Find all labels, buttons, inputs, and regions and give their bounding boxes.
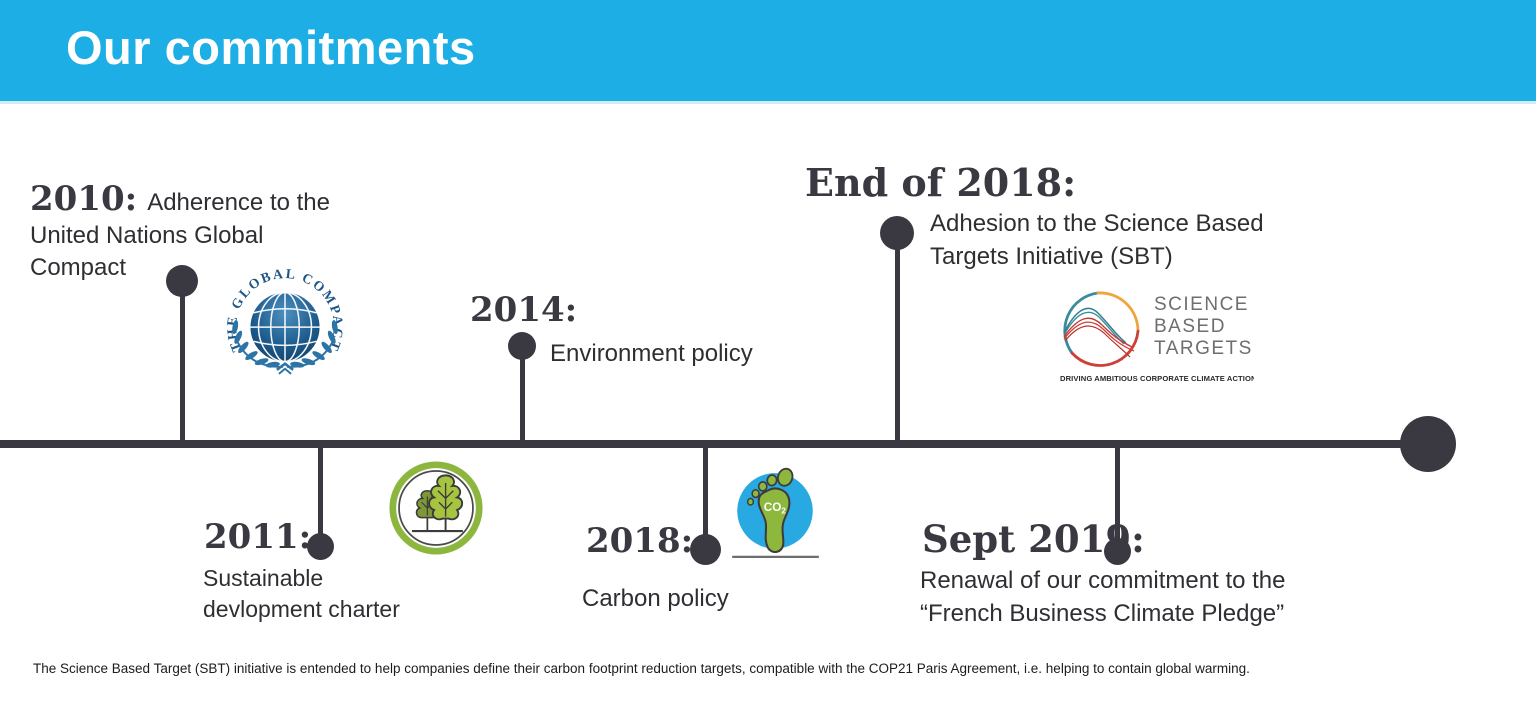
year-label-end-2018: End of 2018: (805, 160, 1077, 205)
event-description-sept-2019: Renawal of our commitment to the “French… (920, 567, 1286, 627)
co2-label: CO2 (764, 501, 787, 516)
sbt-text-line1: SCIENCE (1154, 294, 1249, 315)
marker-dot-2010 (166, 265, 198, 297)
year-label-2014: 2014: (470, 290, 578, 330)
marker-dot-2011 (307, 533, 334, 560)
sbt-tagline: DRIVING AMBITIOUS CORPORATE CLIMATE ACTI… (1060, 374, 1254, 383)
event-description-2010: Adherence to the United Nations Global C… (30, 189, 330, 282)
year-label-2018: 2018: (586, 521, 694, 561)
sbt-text-line2: BASED (1154, 316, 1226, 337)
year-label-2011: 2011: (204, 517, 312, 557)
marker-stem-end-2018 (895, 233, 900, 442)
marker-dot-end-2018 (880, 216, 914, 250)
event-2010: 2010: Adherence to the United Nations Glo… (30, 179, 332, 285)
sbt-circle-icon (1063, 291, 1140, 367)
year-label-sept-2019: Sept 2019: (922, 517, 1145, 561)
global-compact-logo: THE GLOBAL COMPACT (224, 266, 344, 375)
tree-icon (389, 461, 483, 555)
year-label-2010: 2010: (30, 179, 138, 219)
footer-note: The Science Based Target (SBT) initiativ… (33, 661, 1250, 676)
co2-footprint-icon: CO2 (732, 467, 819, 558)
event-description-2018: Carbon policy (582, 585, 729, 612)
marker-dot-2018 (690, 534, 721, 565)
event-description-2011: Sustainable devlopment charter (203, 565, 400, 623)
timeline-line (0, 440, 1414, 448)
sbt-logo: SCIENCE BASED TARGETS DRIVING AMBITIOUS … (1060, 291, 1254, 383)
header-bar: Our commitments (0, 0, 1536, 104)
marker-stem-2018 (703, 446, 708, 539)
event-description-end-2018: Adhesion to the Science Based Targets In… (930, 210, 1264, 270)
marker-stem-sept-2019 (1115, 446, 1120, 543)
marker-dot-2014 (508, 332, 536, 360)
event-description-2014: Environment policy (550, 340, 753, 367)
laurel-wreath-icon (230, 318, 340, 375)
marker-stem-2011 (318, 446, 323, 538)
marker-stem-2014 (520, 346, 525, 442)
timeline-end-dot (1400, 416, 1456, 472)
marker-stem-2010 (180, 281, 185, 442)
page-title: Our commitments (66, 21, 476, 74)
sbt-text-line3: TARGETS (1154, 338, 1253, 359)
marker-dot-sept-2019 (1104, 538, 1131, 565)
big-tree (428, 474, 464, 532)
sbt-wave-lines (1063, 307, 1135, 358)
